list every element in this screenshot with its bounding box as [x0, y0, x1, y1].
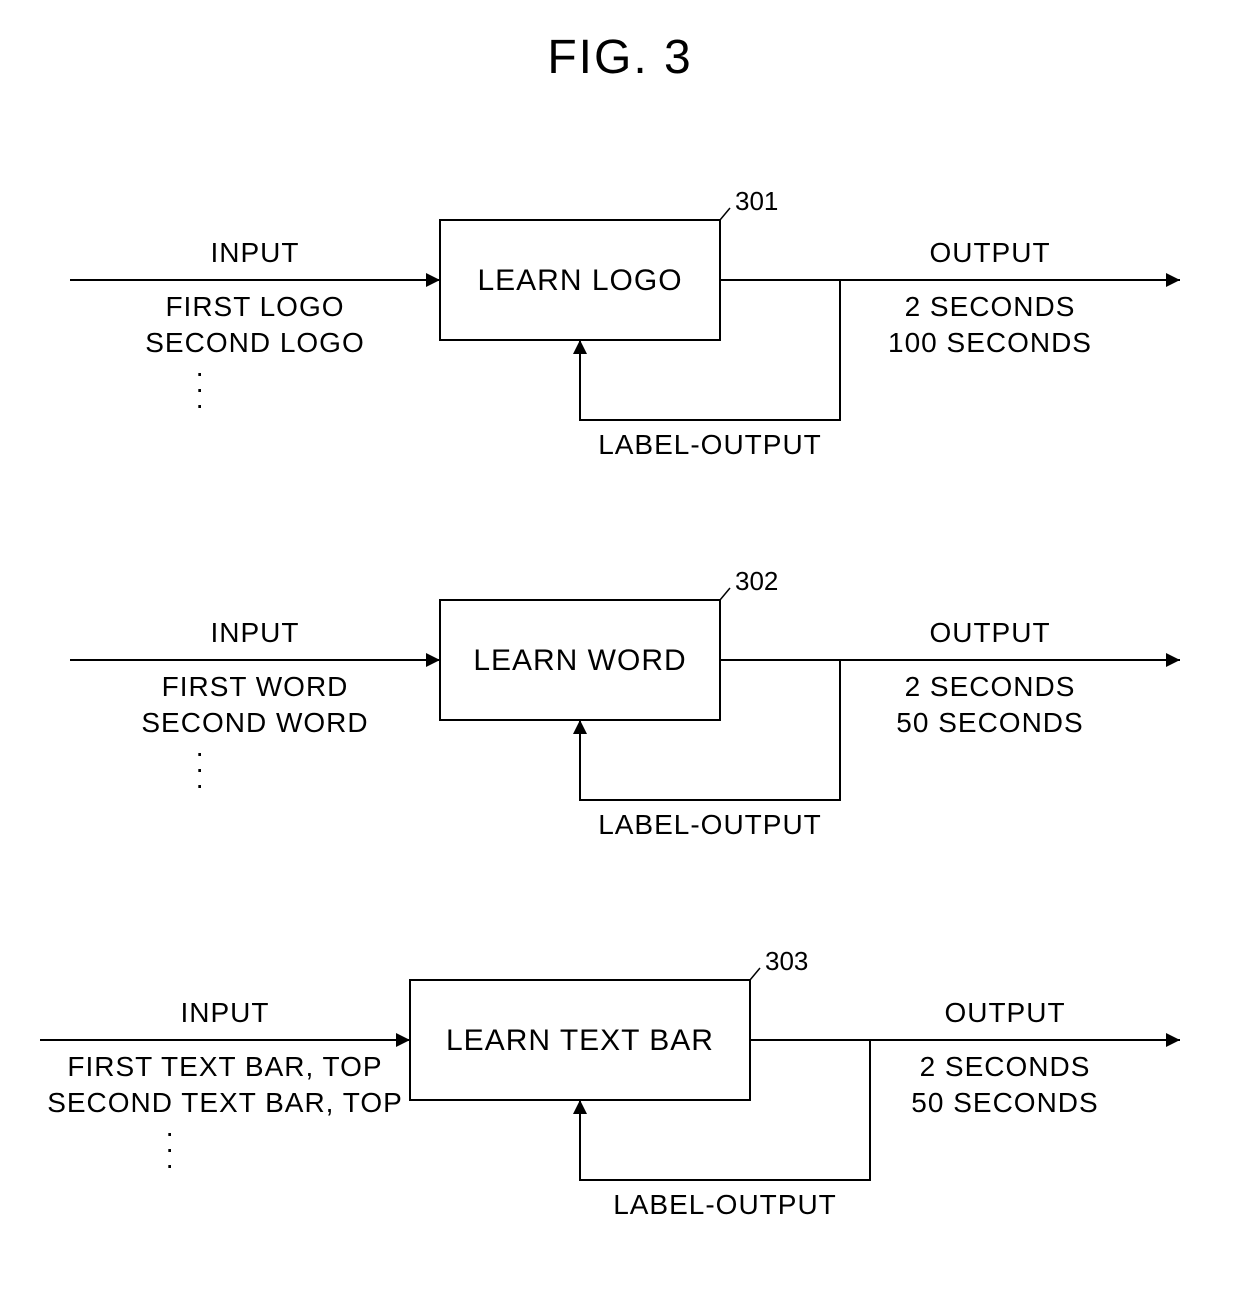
box-label: LEARN LOGO [477, 264, 682, 297]
learning-block-1: LEARN LOGO 301 INPUT FIRST LOGO SECOND L… [0, 160, 1240, 525]
output-line-1: 2 SECONDS [920, 1051, 1091, 1082]
feedback-arrowhead [573, 340, 587, 354]
input-ellipsis: · [195, 389, 204, 420]
output-title: OUTPUT [944, 997, 1065, 1028]
ref-leader [720, 588, 730, 600]
output-line-2: 100 SECONDS [888, 327, 1092, 358]
feedback-path [580, 660, 840, 800]
input-title: INPUT [211, 617, 300, 648]
box-label: LEARN TEXT BAR [446, 1024, 714, 1057]
input-arrowhead [426, 653, 440, 667]
output-line-2: 50 SECONDS [896, 707, 1083, 738]
output-arrowhead [1166, 653, 1180, 667]
reference-number: 302 [735, 566, 778, 596]
feedback-path [580, 1040, 870, 1180]
input-ellipsis: · [195, 769, 204, 800]
feedback-label: LABEL-OUTPUT [598, 429, 822, 460]
input-line-1: FIRST TEXT BAR, TOP [67, 1051, 382, 1082]
input-line-2: SECOND TEXT BAR, TOP [47, 1087, 403, 1118]
reference-number: 303 [765, 946, 808, 976]
input-line-1: FIRST LOGO [165, 291, 344, 322]
learning-block-3: LEARN TEXT BAR 303 INPUT FIRST TEXT BAR,… [0, 920, 1240, 1285]
output-arrowhead [1166, 1033, 1180, 1047]
output-arrowhead [1166, 273, 1180, 287]
input-line-1: FIRST WORD [162, 671, 349, 702]
output-title: OUTPUT [929, 237, 1050, 268]
output-line-1: 2 SECONDS [905, 671, 1076, 702]
input-arrowhead [426, 273, 440, 287]
output-line-2: 50 SECONDS [911, 1087, 1098, 1118]
input-title: INPUT [211, 237, 300, 268]
output-line-1: 2 SECONDS [905, 291, 1076, 322]
input-arrowhead [396, 1033, 410, 1047]
ref-leader [720, 208, 730, 220]
input-ellipsis: · [165, 1149, 174, 1180]
input-title: INPUT [181, 997, 270, 1028]
feedback-label: LABEL-OUTPUT [613, 1189, 837, 1220]
feedback-arrowhead [573, 1100, 587, 1114]
reference-number: 301 [735, 186, 778, 216]
input-line-2: SECOND WORD [141, 707, 368, 738]
box-label: LEARN WORD [473, 644, 686, 677]
figure-title: FIG. 3 [547, 30, 692, 85]
input-line-2: SECOND LOGO [145, 327, 364, 358]
ref-leader [750, 968, 760, 980]
learning-block-2: LEARN WORD 302 INPUT FIRST WORD SECOND W… [0, 540, 1240, 905]
feedback-path [580, 280, 840, 420]
output-title: OUTPUT [929, 617, 1050, 648]
feedback-label: LABEL-OUTPUT [598, 809, 822, 840]
feedback-arrowhead [573, 720, 587, 734]
